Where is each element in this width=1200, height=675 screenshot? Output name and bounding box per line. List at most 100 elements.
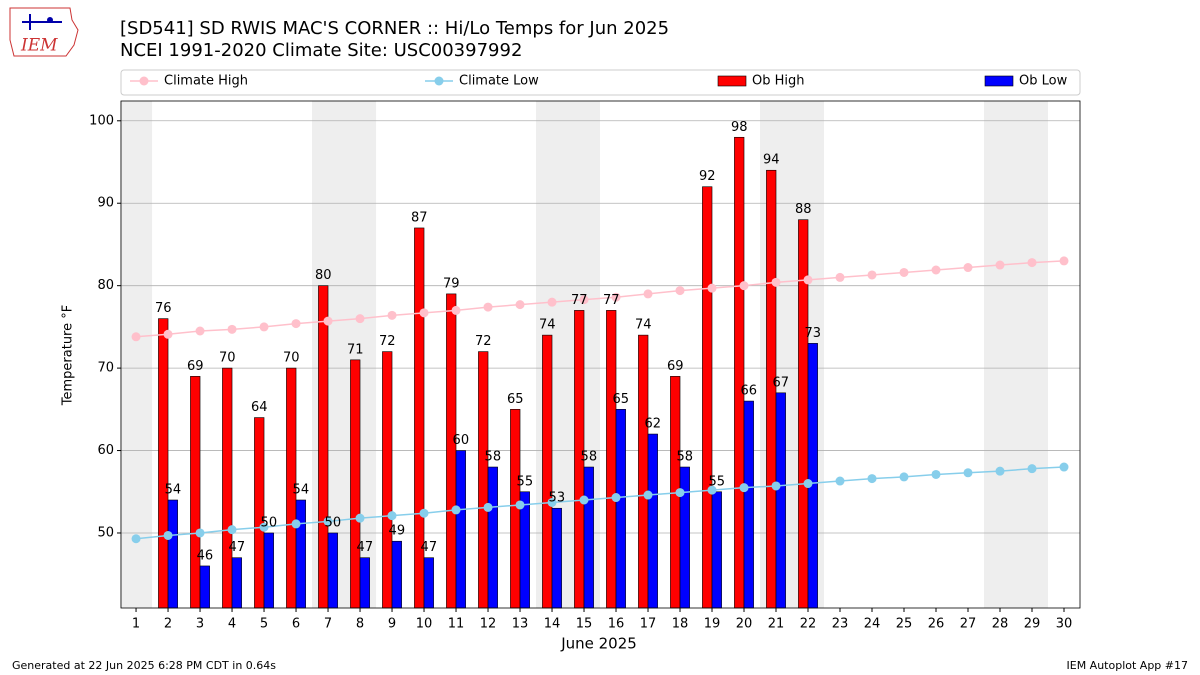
point	[931, 469, 941, 479]
logo-text: IEM	[20, 36, 58, 56]
x-tick-label: 30	[1056, 617, 1073, 632]
bar-label: 80	[315, 268, 332, 283]
bar	[318, 285, 329, 609]
point	[451, 305, 461, 315]
y-tick-label: 100	[89, 113, 114, 128]
x-tick-label: 3	[196, 617, 204, 632]
bar-label: 72	[379, 334, 396, 349]
bar-label: 70	[219, 351, 236, 366]
x-tick-label: 19	[704, 617, 721, 632]
bar-label: 47	[357, 540, 374, 555]
legend-label: Climate Low	[459, 74, 539, 89]
bar	[647, 433, 658, 609]
chart-subtitle: NCEI 1991-2020 Climate Site: USC00397992	[120, 40, 522, 61]
x-tick-label: 27	[960, 617, 977, 632]
y-axis-label: Temperature °F	[61, 305, 76, 406]
bar	[551, 507, 562, 609]
x-tick-label: 17	[640, 617, 657, 632]
bar-label: 70	[283, 351, 300, 366]
bar-label: 79	[443, 276, 460, 291]
bar-label: 77	[571, 293, 588, 308]
bar-label: 94	[763, 153, 780, 168]
x-tick-label: 20	[736, 617, 753, 632]
bar-label: 76	[155, 301, 172, 316]
legend-swatch	[139, 76, 149, 86]
point	[323, 316, 333, 326]
point	[643, 490, 653, 500]
point	[931, 265, 941, 275]
point	[899, 267, 909, 277]
bar-label: 54	[293, 483, 310, 498]
point	[803, 479, 813, 489]
x-tick-label: 26	[928, 617, 945, 632]
weekend-shade	[1016, 101, 1049, 608]
point	[675, 286, 685, 296]
bar-label: 53	[549, 491, 566, 506]
bar	[350, 359, 361, 609]
y-tick-label: 70	[97, 361, 114, 376]
bar-label: 50	[261, 515, 278, 530]
point	[739, 483, 749, 493]
x-tick-label: 13	[512, 617, 529, 632]
bar-label: 55	[709, 474, 726, 489]
point	[515, 300, 525, 310]
x-tick-label: 5	[260, 617, 268, 632]
point	[483, 502, 493, 512]
bar-label: 58	[485, 450, 502, 465]
bar-label: 74	[539, 318, 556, 333]
point	[195, 326, 205, 336]
bar	[775, 392, 786, 609]
x-tick-label: 7	[324, 617, 332, 632]
bar-label: 72	[475, 334, 492, 349]
bar-label: 74	[635, 318, 652, 333]
bar-label: 58	[581, 450, 598, 465]
point	[835, 476, 845, 486]
line	[135, 466, 1065, 540]
point	[419, 308, 429, 318]
point	[451, 505, 461, 515]
legend-swatch	[434, 76, 444, 86]
bar-label: 64	[251, 400, 268, 415]
plot-frame	[120, 100, 1081, 609]
bar	[615, 409, 626, 609]
point	[547, 297, 557, 307]
bar-label: 66	[741, 384, 758, 399]
bar	[711, 491, 722, 609]
bar	[679, 466, 690, 609]
point	[803, 275, 813, 285]
point	[963, 263, 973, 273]
x-tick-label: 18	[672, 617, 689, 632]
bar	[254, 417, 265, 609]
bar-label: 67	[773, 375, 790, 390]
bar-label: 65	[507, 392, 524, 407]
point	[867, 474, 877, 484]
bar	[222, 367, 233, 609]
x-tick-label: 29	[1024, 617, 1041, 632]
x-tick-label: 10	[416, 617, 433, 632]
bar-label: 49	[389, 524, 406, 539]
bar-label: 69	[667, 359, 684, 374]
y-tick-label: 90	[97, 196, 114, 211]
point	[131, 534, 141, 544]
point	[355, 513, 365, 523]
x-tick-label: 11	[448, 617, 465, 632]
point	[611, 493, 621, 503]
bar	[158, 318, 169, 609]
bar-label: 65	[613, 392, 630, 407]
point	[579, 495, 589, 505]
bar-label: 55	[517, 474, 534, 489]
point	[963, 468, 973, 478]
point	[611, 292, 621, 302]
bar	[327, 532, 338, 609]
point	[259, 322, 269, 332]
point	[643, 289, 653, 299]
point	[291, 319, 301, 329]
point	[707, 283, 717, 293]
bar	[263, 532, 274, 609]
bar	[807, 343, 818, 609]
x-tick-label: 8	[356, 617, 364, 632]
point	[995, 260, 1005, 270]
bar-label: 60	[453, 433, 470, 448]
x-tick-label: 28	[992, 617, 1009, 632]
bar-label: 47	[421, 540, 438, 555]
